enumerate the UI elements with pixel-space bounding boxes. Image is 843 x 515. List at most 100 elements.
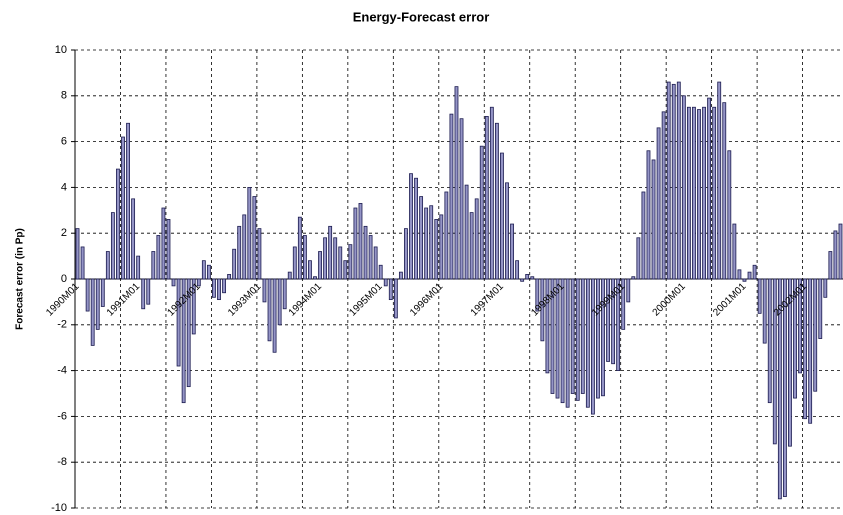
bar <box>287 271 292 280</box>
bar <box>666 81 671 280</box>
bar <box>530 276 535 280</box>
bar <box>767 278 772 404</box>
bar <box>777 278 782 500</box>
bar <box>697 109 701 280</box>
bar <box>459 118 464 280</box>
bar <box>626 278 631 303</box>
bar <box>90 278 95 346</box>
bar <box>85 278 90 312</box>
bar <box>772 278 777 445</box>
bar <box>156 235 161 280</box>
bar <box>267 278 272 342</box>
bar <box>191 278 196 335</box>
bar <box>100 278 105 307</box>
bar <box>494 122 499 280</box>
bar <box>338 246 343 280</box>
bar <box>434 219 439 280</box>
bar <box>257 228 262 280</box>
bar <box>237 225 242 280</box>
bar <box>358 203 363 280</box>
y-tick-label: 8 <box>61 90 67 102</box>
bar <box>601 278 605 397</box>
bar <box>166 219 171 280</box>
bar <box>545 278 550 374</box>
bar <box>328 225 333 280</box>
bar <box>454 86 459 280</box>
bar <box>464 184 469 280</box>
bar <box>681 95 686 280</box>
y-tick-label: 0 <box>61 273 67 285</box>
bar <box>702 106 706 280</box>
bar <box>398 271 403 280</box>
bar <box>439 214 444 280</box>
bar <box>747 271 752 280</box>
bar <box>181 278 186 404</box>
bar <box>656 127 661 280</box>
bar <box>262 278 267 303</box>
bar <box>641 191 646 280</box>
bar <box>146 278 151 305</box>
y-tick-label: -6 <box>57 410 67 422</box>
bar <box>793 278 797 399</box>
bar <box>636 237 641 280</box>
bar <box>803 278 808 420</box>
bar <box>404 228 408 280</box>
bar <box>580 278 585 394</box>
bar <box>302 235 307 280</box>
bar <box>121 136 125 280</box>
bar <box>742 278 747 282</box>
bar <box>469 212 474 280</box>
bar <box>272 278 277 353</box>
y-tick-label: 2 <box>61 227 67 239</box>
bar <box>520 278 525 282</box>
bar <box>621 278 626 330</box>
bar <box>474 198 479 280</box>
bar <box>838 223 843 280</box>
x-tick-label: 2001M01 <box>711 281 749 319</box>
bar <box>671 83 676 280</box>
bar <box>818 278 823 339</box>
bar <box>318 251 322 280</box>
bar <box>590 278 595 415</box>
bar <box>206 264 211 280</box>
bar <box>136 255 141 280</box>
bar <box>247 186 252 280</box>
y-tick-label: -4 <box>57 365 67 377</box>
x-tick-label: 1996M01 <box>408 281 446 319</box>
bar <box>484 116 489 280</box>
bar <box>95 278 100 330</box>
bar <box>525 274 530 280</box>
bar <box>661 111 666 280</box>
bar <box>282 278 287 310</box>
y-tick-label: 6 <box>61 136 67 148</box>
bar <box>196 278 201 287</box>
bar <box>575 278 580 401</box>
bar <box>550 278 555 394</box>
bar <box>727 150 732 280</box>
bar <box>444 191 449 280</box>
bar <box>646 150 651 280</box>
bar <box>515 260 520 280</box>
bar <box>222 278 226 294</box>
bar <box>116 168 120 280</box>
bar <box>798 278 802 374</box>
bar <box>500 152 504 280</box>
bar <box>126 122 130 280</box>
bar <box>449 113 454 280</box>
bar <box>186 278 191 388</box>
bar <box>212 278 216 298</box>
x-tick-label: 1997M01 <box>469 281 507 319</box>
bar <box>80 246 85 280</box>
bar <box>808 278 813 424</box>
y-axis-label: Forecast error (in Pp) <box>15 228 26 330</box>
bar <box>505 182 509 280</box>
bar <box>414 177 418 280</box>
y-tick-label: 4 <box>61 181 67 193</box>
bar <box>782 278 787 497</box>
x-tick-label: 1994M01 <box>287 281 325 319</box>
y-tick-label: -2 <box>57 319 67 331</box>
bar <box>378 264 383 280</box>
bar <box>692 106 696 280</box>
bar <box>651 159 656 280</box>
bar <box>722 102 727 280</box>
